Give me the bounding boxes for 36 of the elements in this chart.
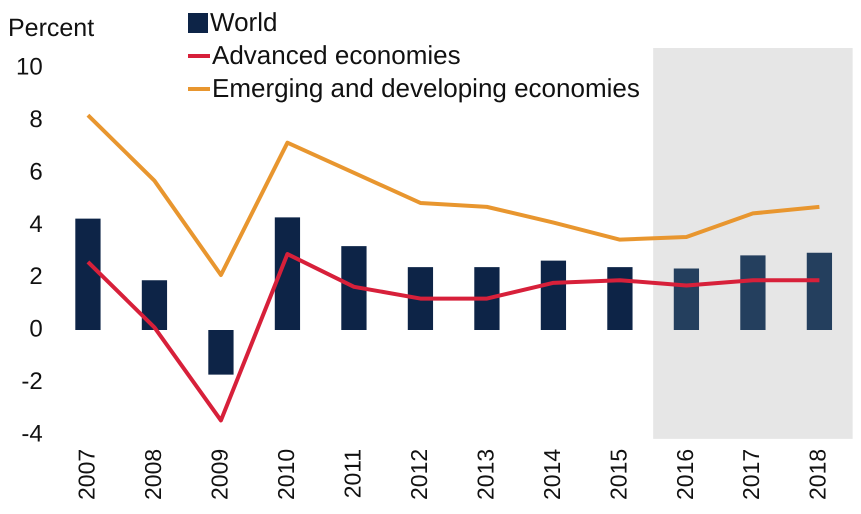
x-tick-label: 2014	[538, 448, 565, 500]
bar	[142, 280, 168, 330]
x-tick-label: 2011	[339, 448, 366, 498]
x-tick-label: 2018	[804, 448, 831, 500]
bar	[607, 267, 633, 330]
legend-label: World	[210, 6, 278, 39]
y-tick-label: -2	[21, 368, 43, 396]
y-tick-label: 0	[29, 316, 43, 343]
x-tick-label: 2009	[206, 448, 232, 500]
bar	[540, 260, 566, 330]
x-tick-label: 2010	[272, 448, 299, 500]
x-tick-label: 2012	[406, 448, 432, 500]
x-tick-label: 2017	[738, 448, 764, 500]
x-tick-label: 2007	[73, 448, 100, 500]
legend-label: Advanced economies	[212, 39, 461, 72]
y-tick-label: 2	[29, 263, 43, 290]
y-tick-label: 8	[29, 106, 43, 134]
y-tick-label: 4	[29, 210, 43, 238]
bar	[740, 255, 766, 330]
bar	[408, 267, 434, 330]
bar	[341, 246, 367, 330]
bar	[674, 268, 700, 330]
x-tick-label: 2013	[472, 448, 498, 500]
y-tick-label: -4	[21, 420, 43, 448]
bar	[274, 217, 300, 330]
x-tick-label: 2016	[672, 448, 698, 500]
bar	[75, 218, 101, 330]
x-tick-label: 2015	[605, 448, 632, 500]
bar	[474, 267, 500, 330]
y-tick-label: 10	[16, 54, 43, 81]
bar	[208, 330, 234, 375]
y-axis-title: Percent	[8, 14, 94, 43]
legend-label: Emerging and developing economies	[212, 72, 640, 105]
x-tick-label: 2008	[140, 448, 166, 500]
bar	[806, 252, 832, 330]
y-tick-label: 6	[29, 158, 43, 186]
